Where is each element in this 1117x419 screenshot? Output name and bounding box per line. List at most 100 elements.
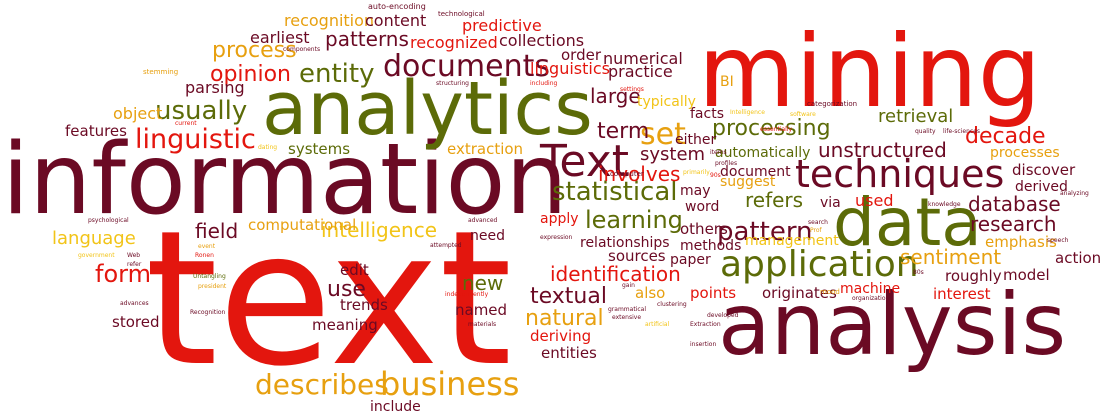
cloud-word: profiles [715, 160, 738, 167]
cloud-word: used [855, 191, 894, 210]
cloud-word: unstructured [818, 138, 947, 162]
cloud-word: linguistic [135, 124, 256, 155]
cloud-word: clustering [657, 301, 687, 308]
cloud-word: word [685, 199, 720, 215]
cloud-word: developed [707, 312, 739, 319]
cloud-word: patterns [325, 27, 409, 51]
cloud-word: pattern [717, 217, 813, 247]
cloud-word: entity [299, 59, 375, 89]
cloud-word: documents [383, 49, 550, 84]
cloud-word: knowledge [928, 201, 961, 208]
cloud-word: advances [120, 300, 149, 307]
cloud-word: practice [608, 62, 673, 81]
cloud-word: parsing [185, 78, 245, 97]
cloud-word: need [470, 228, 505, 244]
cloud-word: organizations [852, 295, 893, 302]
cloud-word: extensive [612, 314, 642, 321]
cloud-word: government [78, 252, 115, 259]
cloud-word: mood [820, 288, 840, 296]
cloud-word: information [2, 123, 568, 237]
cloud-word: retrieval [878, 106, 954, 127]
cloud-word: refer [127, 261, 142, 268]
cloud-word: primarily [683, 169, 710, 176]
cloud-word: management [745, 233, 839, 249]
cloud-word: analyzing [1060, 190, 1089, 197]
cloud-word: roughly [945, 267, 1002, 285]
cloud-word: natural [525, 306, 604, 331]
cloud-word: derived [1015, 179, 1068, 195]
cloud-word: materials [468, 321, 497, 328]
cloud-word: psychological [88, 217, 129, 224]
cloud-word: opinion [210, 62, 291, 87]
cloud-word: originates [762, 284, 837, 302]
cloud-word: refers [745, 188, 804, 212]
cloud-word: predictive [462, 16, 542, 35]
cloud-word: search [808, 219, 828, 226]
cloud-word: extraction [447, 140, 524, 158]
cloud-word: computational [248, 216, 357, 234]
cloud-word: Intelligence [730, 109, 765, 116]
cloud-word: settings [620, 86, 644, 93]
cloud-word: new [462, 271, 504, 295]
cloud-word: document [720, 164, 791, 180]
cloud-word: grammatical [608, 306, 646, 313]
cloud-word: artificial [645, 321, 670, 328]
cloud-word: attempted [430, 242, 462, 249]
cloud-word: decade [965, 124, 1046, 149]
cloud-word: model [1003, 266, 1050, 284]
cloud-word: BI [720, 74, 734, 90]
cloud-word: automatically [715, 145, 811, 161]
cloud-word: processing [712, 116, 831, 141]
cloud-word: also [635, 284, 666, 302]
cloud-word: structuring [436, 80, 469, 87]
cloud-word: application [720, 244, 919, 285]
cloud-word: stored [112, 313, 160, 331]
cloud-word: analytics [262, 66, 593, 152]
cloud-word: sources [608, 247, 666, 265]
cloud-word: insertion [690, 341, 717, 348]
cloud-word: meaning [312, 316, 378, 334]
cloud-word: independently [445, 291, 489, 298]
cloud-word: named [455, 301, 508, 319]
cloud-word: Recognition [190, 309, 226, 316]
cloud-word: Ronen [195, 252, 214, 259]
cloud-word: interest [933, 285, 991, 303]
cloud-word: learning [585, 206, 683, 234]
cloud-word: techniques [795, 152, 1005, 196]
cloud-word: form [95, 260, 151, 288]
cloud-word: recognized [410, 33, 498, 52]
cloud-word: object [113, 104, 163, 123]
cloud-word: items [710, 149, 727, 156]
cloud-word: emphasis [985, 233, 1057, 251]
cloud-word: expression [540, 234, 573, 241]
cloud-word: earliest [250, 28, 310, 47]
cloud-word: 80s [913, 269, 924, 276]
cloud-word: recognition [284, 11, 375, 30]
cloud-word: advanced [468, 217, 498, 224]
cloud-word: database [968, 192, 1061, 216]
cloud-word: field [195, 219, 239, 243]
cloud-word: essentially [760, 126, 793, 133]
cloud-word: Untangling [193, 273, 226, 280]
cloud-word: computer [610, 170, 644, 178]
cloud-word: components [283, 46, 321, 53]
cloud-word: Extraction [690, 321, 721, 328]
cloud-word: either [675, 132, 717, 148]
cloud-word: describes [255, 368, 389, 401]
cloud-word: 90s [710, 172, 721, 179]
cloud-word: via [820, 195, 841, 211]
cloud-word: textual [530, 284, 607, 309]
cloud-word: content [365, 11, 427, 30]
cloud-word: Web [127, 252, 141, 259]
cloud-word: Prof [810, 227, 822, 234]
cloud-word: methods [680, 238, 742, 254]
cloud-word: technological [438, 10, 485, 18]
cloud-word: categorization [807, 100, 858, 108]
cloud-word: identification [550, 262, 681, 286]
cloud-word: Text [540, 136, 629, 187]
cloud-word: include [370, 399, 421, 415]
cloud-word: analysis [718, 275, 1067, 375]
cloud-word: apply [540, 211, 579, 227]
cloud-word: statistical [552, 177, 678, 207]
cloud-word: dating [258, 144, 278, 151]
